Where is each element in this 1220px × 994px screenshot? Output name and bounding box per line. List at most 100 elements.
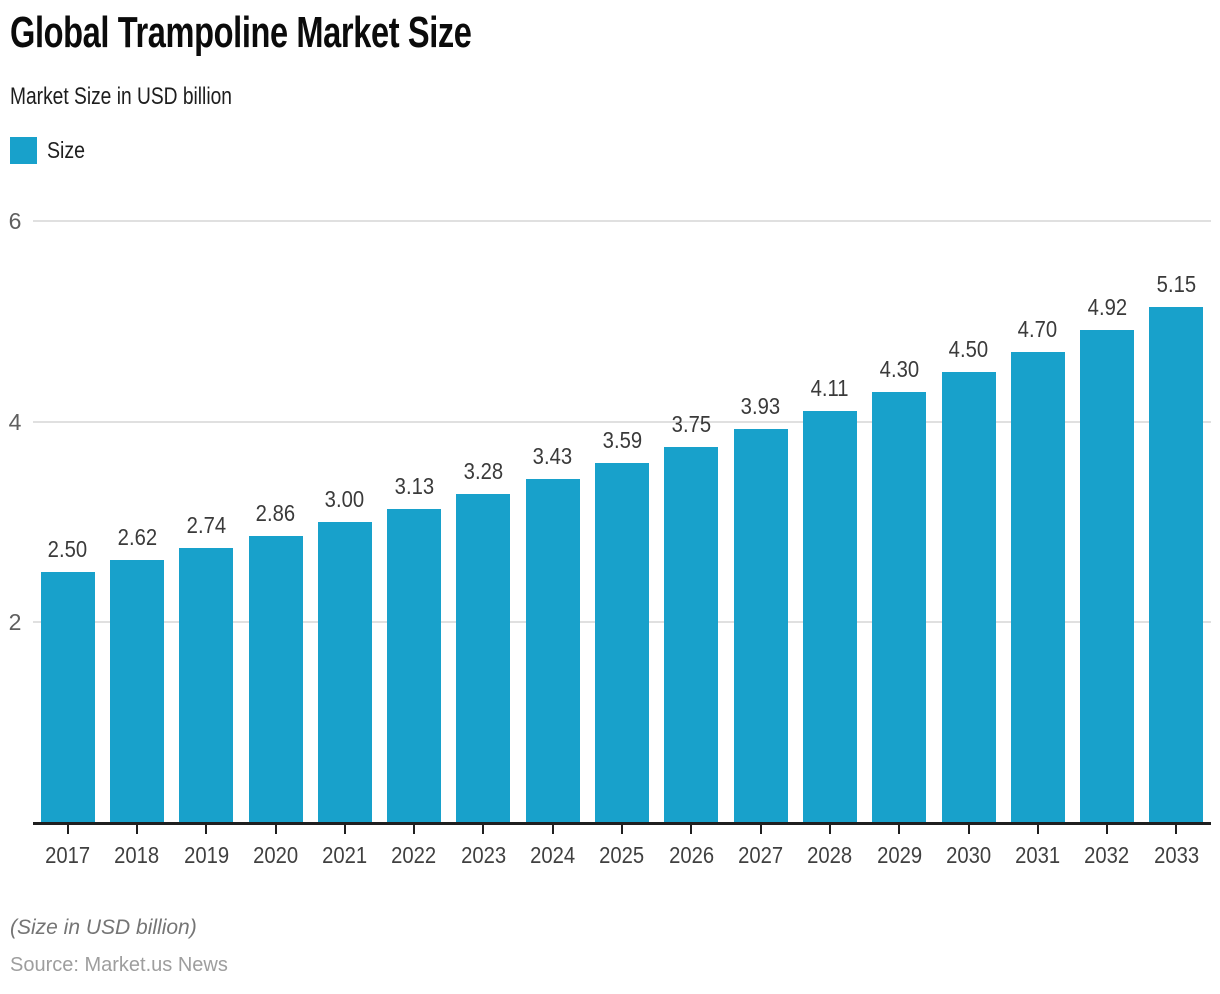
x-tick-mark [1175, 825, 1178, 834]
x-axis-label-2028: 2028 [807, 842, 853, 868]
bar-2023 [456, 493, 511, 822]
legend-label: Size [47, 137, 86, 163]
bar-cell-2021: 3.00 [310, 200, 379, 822]
bar-cell-2024: 3.43 [518, 200, 587, 822]
x-axis-label-2020: 2020 [253, 842, 299, 868]
bar-cell-2025: 3.59 [587, 200, 656, 822]
x-tick-mark [1106, 825, 1109, 834]
chart-title: Global Trampoline Market Size [10, 8, 472, 57]
bar-cell-2027: 3.93 [726, 200, 795, 822]
x-axis-label-2017: 2017 [45, 842, 91, 868]
bar-cell-2031: 4.70 [1003, 200, 1072, 822]
x-tick-cell [934, 825, 1003, 834]
bar-cell-2030: 4.50 [934, 200, 1003, 822]
bar-2022 [387, 508, 442, 822]
x-tick-cell [657, 825, 726, 834]
x-tick-mark [690, 825, 693, 834]
bar-2026 [664, 446, 719, 822]
bar-value-label: 3.28 [463, 457, 504, 484]
bar-series: 2.50 2.62 2.74 2.86 3.00 3.13 3.28 3.43 3.59 3.75… [33, 200, 1211, 822]
bar-2019 [179, 547, 234, 822]
bar-value-label: 3.00 [325, 485, 365, 512]
bar-cell-2020: 2.86 [241, 200, 310, 822]
bar-cell-2029: 4.30 [865, 200, 934, 822]
x-axis-label-2033: 2033 [1153, 842, 1199, 868]
x-tick-cell [518, 825, 587, 834]
bar-value-label: 2.50 [47, 535, 88, 562]
x-tick-cell [865, 825, 934, 834]
x-tick-mark [967, 825, 970, 834]
bar-cell-2028: 4.11 [795, 200, 864, 822]
x-tick-mark [898, 825, 901, 834]
x-tick-cell [1072, 825, 1141, 834]
x-axis-label-2032: 2032 [1084, 842, 1130, 868]
x-tick-mark [66, 825, 69, 834]
bar-cell-2033: 5.15 [1142, 200, 1211, 822]
x-axis-label-2019: 2019 [183, 842, 229, 868]
x-tick-cell [449, 825, 518, 834]
source-credit: Source: Market.us News [10, 954, 228, 976]
x-axis-label-2018: 2018 [114, 842, 160, 868]
size-unit-note: (Size in USD billion) [10, 916, 197, 939]
legend-swatch-icon [10, 137, 37, 164]
y-axis-label-6: 6 [8, 208, 22, 235]
bar-2031 [1010, 351, 1065, 822]
y-axis-label-2: 2 [8, 608, 22, 635]
bar-2025 [595, 462, 650, 822]
bar-cell-2023: 3.28 [449, 200, 518, 822]
x-axis-ticks [33, 825, 1211, 834]
bar-cell-2017: 2.50 [33, 200, 102, 822]
x-tick-cell [102, 825, 171, 834]
x-axis-label-2024: 2024 [530, 842, 576, 868]
x-axis-labels: 2017 2018 2019 2020 2021 2022 2023 2024 2025 2026… [33, 841, 1211, 869]
bar-2024 [525, 478, 580, 822]
bar-cell-2032: 4.92 [1072, 200, 1141, 822]
gridline-4 [33, 420, 1211, 423]
bar-value-label: 3.93 [740, 392, 781, 419]
bar-2021 [317, 521, 372, 822]
x-axis-label-2022: 2022 [391, 842, 437, 868]
x-tick-cell [1003, 825, 1072, 834]
x-tick-cell [795, 825, 864, 834]
bar-cell-2022: 3.13 [379, 200, 448, 822]
x-tick-cell [1142, 825, 1211, 834]
gridline-6 [33, 220, 1211, 223]
bar-2030 [941, 371, 996, 822]
x-axis-label-2023: 2023 [460, 842, 506, 868]
x-axis-label-2025: 2025 [599, 842, 645, 868]
bar-value-label: 4.30 [879, 355, 919, 382]
bar-value-label: 3.13 [394, 472, 434, 499]
x-tick-mark [1036, 825, 1039, 834]
x-tick-mark [482, 825, 485, 834]
x-axis-label-2029: 2029 [876, 842, 922, 868]
bar-value-label: 4.70 [1018, 315, 1058, 342]
x-tick-mark [135, 825, 138, 834]
x-tick-cell [33, 825, 102, 834]
bar-2017 [40, 571, 95, 822]
bar-value-label: 3.75 [671, 410, 712, 437]
bar-value-label: 4.50 [948, 335, 989, 362]
x-tick-cell [241, 825, 310, 834]
bar-value-label: 3.59 [602, 426, 642, 453]
y-axis-label-4: 4 [8, 408, 22, 435]
x-axis-label-2027: 2027 [738, 842, 784, 868]
x-tick-cell [310, 825, 379, 834]
bar-2032 [1080, 329, 1135, 822]
legend: Size [10, 137, 92, 164]
x-tick-mark [828, 825, 831, 834]
bar-value-label: 4.11 [810, 374, 849, 401]
bar-2020 [248, 535, 303, 822]
bar-value-label: 2.74 [186, 511, 226, 538]
plot-area: 2.50 2.62 2.74 2.86 3.00 3.13 3.28 3.43 3.59 3.75… [33, 200, 1211, 825]
bar-2018 [109, 559, 164, 822]
bar-cell-2026: 3.75 [657, 200, 726, 822]
x-tick-mark [343, 825, 346, 834]
bar-cell-2019: 2.74 [172, 200, 241, 822]
bar-2033 [1149, 306, 1204, 822]
x-axis-label-2021: 2021 [322, 842, 368, 868]
bar-value-label: 4.92 [1087, 293, 1127, 320]
x-tick-cell [172, 825, 241, 834]
bar-cell-2018: 2.62 [102, 200, 171, 822]
x-tick-mark [205, 825, 208, 834]
x-axis-label-2030: 2030 [945, 842, 992, 868]
